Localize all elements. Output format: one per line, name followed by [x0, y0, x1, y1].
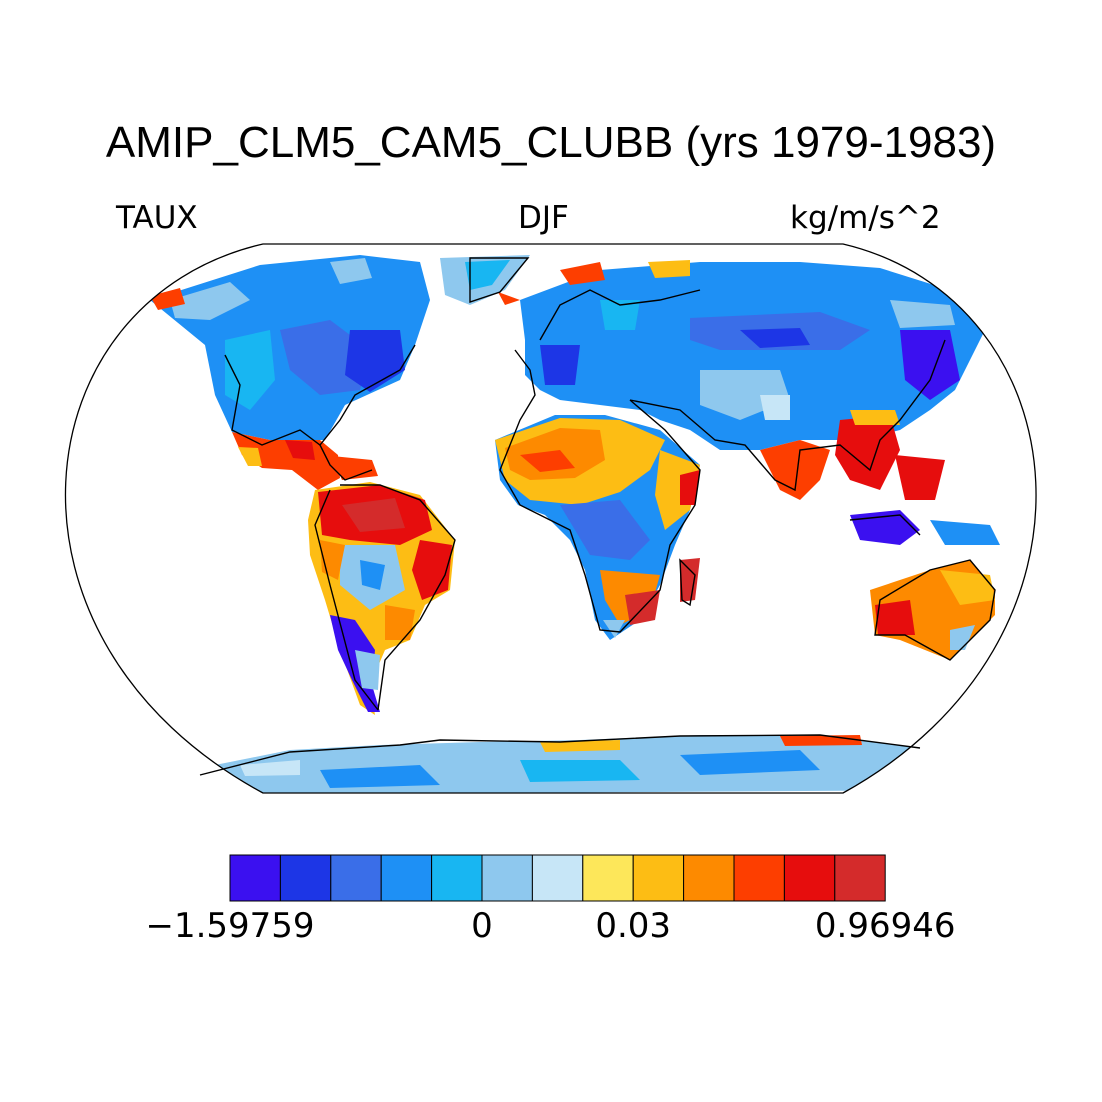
variable-label: TAUX [116, 200, 198, 236]
eurasia-field [520, 260, 985, 450]
map-title: AMIP_CLM5_CAM5_CLUBB (yrs 1979-1983) [105, 118, 997, 167]
australia-field [870, 560, 1037, 670]
field-layer [150, 255, 1037, 793]
antarctica-field [200, 735, 960, 793]
maritime-field [850, 510, 1000, 545]
units-label: kg/m/s^2 [790, 200, 941, 236]
central-america-field [232, 432, 378, 490]
colorbar-box [431, 854, 483, 902]
colorbar-box [481, 854, 533, 902]
colorbar-box [683, 854, 735, 902]
colorbar-box [632, 854, 685, 902]
colorbar-tick-label: 0 [471, 906, 493, 946]
south-america-field [308, 482, 455, 715]
south-asia-field [760, 410, 945, 500]
colorbar-tick-label: 0.96946 [814, 906, 956, 946]
colorbar-box [834, 854, 886, 902]
colorbar-box [531, 854, 584, 902]
africa-field [495, 415, 700, 640]
colorbar-tick-label: −1.59759 [145, 906, 315, 946]
colorbar-box [330, 854, 382, 902]
colorbar-box [582, 854, 634, 902]
colorbar-box [279, 854, 332, 902]
coastlines [199, 257, 996, 776]
colorbar-box [733, 854, 785, 902]
colorbar-tick-label: 0.03 [595, 906, 672, 946]
colorbar-box [783, 854, 836, 902]
colorbar-box [380, 854, 433, 902]
globe-outline [64, 243, 1037, 794]
north-america-field [150, 255, 430, 440]
season-label: DJF [518, 200, 569, 236]
colorbar-box [229, 854, 281, 902]
colorbar [229, 854, 886, 902]
